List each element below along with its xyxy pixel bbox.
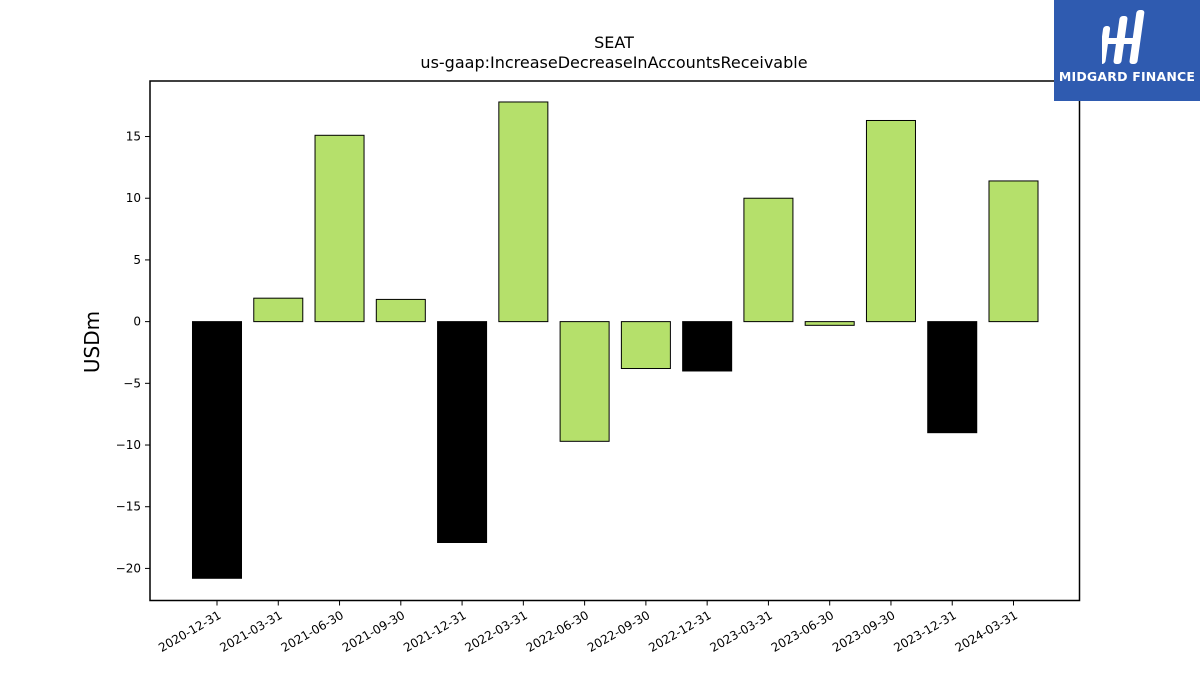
x-tick-label: 2021-06-30 xyxy=(279,608,346,655)
x-tick-label: 2021-09-30 xyxy=(340,608,407,655)
x-tick-label: 2022-06-30 xyxy=(524,608,591,655)
midgard-logo-icon xyxy=(1102,10,1145,64)
bar-2024-03-31 xyxy=(988,180,1039,323)
bar-2023-12-31 xyxy=(927,321,978,434)
bar-2022-03-31 xyxy=(498,101,549,323)
plot-frame xyxy=(149,80,1081,602)
bar-2020-12-31 xyxy=(191,321,243,579)
bar-2023-09-30 xyxy=(865,119,916,323)
y-tick-label: −5 xyxy=(123,376,141,390)
x-tick-label: 2024-03-31 xyxy=(953,608,1020,655)
x-tick-label: 2021-12-31 xyxy=(401,608,468,655)
bar-2021-06-30 xyxy=(314,134,365,323)
y-tick-label: −15 xyxy=(116,500,141,514)
y-tick-label: 10 xyxy=(126,191,141,205)
chart-subtitle: us-gaap:IncreaseDecreaseInAccountsReceiv… xyxy=(420,53,807,72)
logo-text: MIDGARD FINANCE xyxy=(1058,69,1196,84)
bar-2021-12-31 xyxy=(437,321,488,544)
y-tick-label: −10 xyxy=(116,438,141,452)
x-tick-label: 2023-12-31 xyxy=(891,608,958,655)
y-axis-label: USDm xyxy=(80,311,104,373)
x-tick-label: 2023-03-31 xyxy=(708,608,775,655)
bar-2023-06-30 xyxy=(804,321,855,326)
y-tick-label: 15 xyxy=(126,130,141,144)
y-tick-label: −20 xyxy=(116,561,141,575)
x-tick-label: 2022-12-31 xyxy=(646,608,713,655)
y-tick-label: 5 xyxy=(133,253,141,267)
x-tick-label: 2023-06-30 xyxy=(769,608,836,655)
bar-2021-03-31 xyxy=(253,297,304,323)
bar-2022-09-30 xyxy=(620,321,671,370)
x-tick-label: 2020-12-31 xyxy=(156,608,223,655)
x-tick-label: 2022-03-31 xyxy=(462,608,529,655)
bar-2021-09-30 xyxy=(375,298,426,323)
bar-2022-06-30 xyxy=(559,321,610,442)
y-axis: −20 −15 −10 −5 0 5 10 15 xyxy=(116,130,150,575)
bar-2022-12-31 xyxy=(682,321,733,372)
chart-title: SEAT xyxy=(594,33,634,52)
midgard-finance-logo: MIDGARD FINANCE xyxy=(1054,0,1200,101)
bar-2023-03-31 xyxy=(743,197,794,323)
x-tick-label: 2021-03-31 xyxy=(217,608,284,655)
x-tick-label: 2023-09-30 xyxy=(830,608,897,655)
x-axis: 2020-12-312021-03-312021-06-302021-09-30… xyxy=(156,600,1020,655)
x-tick-label: 2022-09-30 xyxy=(585,608,652,655)
bars-layer xyxy=(191,101,1039,579)
y-tick-label: 0 xyxy=(133,315,141,329)
